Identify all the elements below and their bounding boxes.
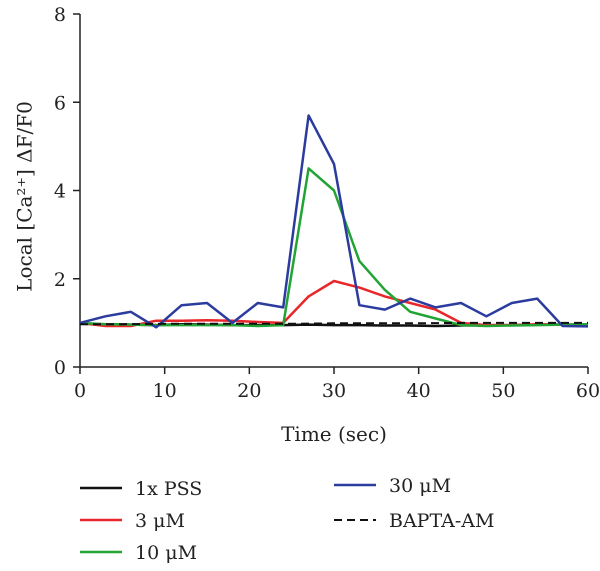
x-tick-label-2: 20 xyxy=(237,380,261,402)
legend: 1x PSS 3 μM 10 μM 30 μM BAPTA-AM xyxy=(80,475,494,564)
x-tick-label-6: 60 xyxy=(576,380,600,402)
x-tick-label-0: 0 xyxy=(74,380,86,402)
x-tick-label-5: 50 xyxy=(491,380,515,402)
y-axis-label: Local [Ca²⁺] ΔF/F0 xyxy=(13,101,37,292)
series-line-2 xyxy=(79,167,589,328)
y-tick-label-1: 2 xyxy=(54,269,66,291)
x-tick-label-1: 10 xyxy=(153,380,177,402)
y-ticks: 0 2 4 6 8 xyxy=(54,4,80,379)
series-line-3 xyxy=(79,114,589,329)
y-tick-label-3: 6 xyxy=(54,92,66,114)
x-ticks: 0 10 20 30 40 50 60 xyxy=(74,367,600,402)
y-tick-label-4: 8 xyxy=(54,4,66,26)
legend-label-2: 10 μM xyxy=(135,542,197,564)
x-tick-label-3: 30 xyxy=(322,380,346,402)
legend-label-4: BAPTA-AM xyxy=(389,510,494,532)
x-tick-label-4: 40 xyxy=(407,380,431,402)
legend-label-1: 3 μM xyxy=(135,510,185,532)
x-axis-label: Time (sec) xyxy=(281,422,387,446)
series-layer xyxy=(79,114,589,329)
y-tick-label-2: 4 xyxy=(54,181,66,203)
series-line-4 xyxy=(80,321,588,326)
legend-label-0: 1x PSS xyxy=(135,478,202,500)
legend-label-3: 30 μM xyxy=(389,475,451,497)
y-tick-label-0: 0 xyxy=(54,357,66,379)
